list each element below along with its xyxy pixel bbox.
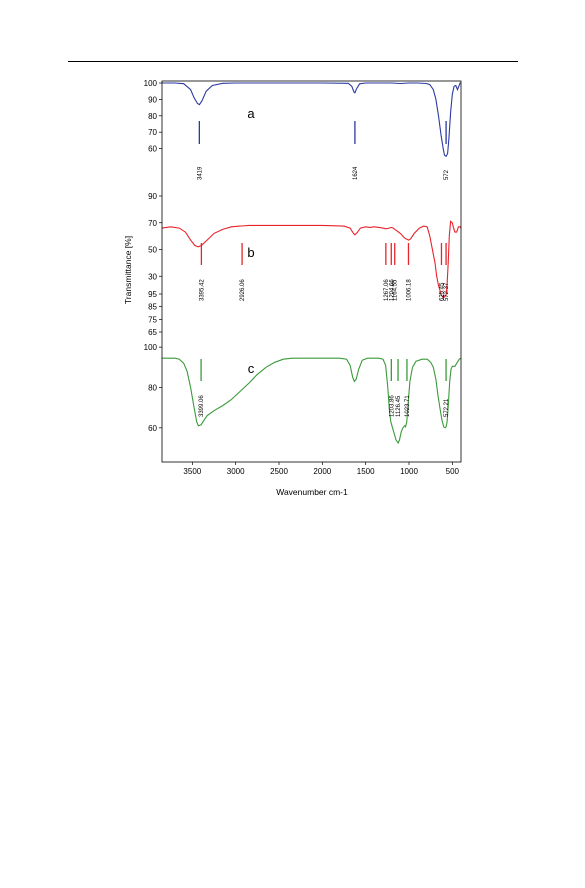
peak-label: 1203.86 — [389, 395, 395, 417]
y-tick-label: 90 — [148, 192, 157, 201]
y-tick-label: 75 — [148, 315, 157, 324]
y-tick-label: 50 — [148, 246, 157, 255]
y-axis-title: Transmittance [%] — [123, 236, 133, 304]
peak-label: 572.37 — [444, 282, 450, 301]
panel-a: a 3419 1624 572 — [162, 82, 461, 180]
x-tick-label: 1000 — [400, 467, 418, 476]
x-tick-label: 3500 — [183, 467, 201, 476]
y-tick-label: 60 — [148, 145, 157, 154]
y-tick-label: 85 — [148, 303, 157, 312]
peak-label: 625.45 — [440, 282, 446, 301]
peak-label: 572.21 — [444, 398, 450, 417]
peak-label: 1624 — [353, 166, 359, 180]
y-tick-label: 80 — [148, 383, 157, 392]
spectra-layer: a 3419 1624 572 b 3395.42 2926.06 1267.06 1204.6… — [161, 82, 462, 445]
peak-label: 572 — [444, 169, 450, 180]
peak-label: 2926.06 — [240, 279, 246, 301]
spectrum-line-a — [162, 82, 461, 158]
peak-label: 1006.18 — [407, 279, 413, 301]
y-tick-label: 70 — [148, 219, 157, 228]
x-axis-title: Wavenumber cm-1 — [276, 487, 348, 497]
peak-label: 1023.71 — [405, 395, 411, 417]
panel-c: c 3399.06 1203.86 1126.45 1023.71 572.21 — [162, 357, 462, 445]
y-tick-label: 30 — [148, 272, 157, 281]
peak-label: 3399.06 — [199, 395, 205, 417]
y-tick-label: 100 — [144, 343, 158, 352]
spectrum-line-b — [161, 220, 462, 299]
panel-letter-b: b — [247, 245, 254, 260]
page-top-rule — [68, 61, 518, 62]
panel-letter-a: a — [247, 106, 255, 121]
x-tick-label: 2500 — [270, 467, 288, 476]
spectrum-line-c — [162, 357, 462, 445]
peak-label: 1164.55 — [393, 279, 399, 301]
peak-label: 3419 — [197, 166, 203, 180]
x-tick-label: 3000 — [227, 467, 245, 476]
y-tick-label: 95 — [148, 290, 157, 299]
x-tick-label: 1500 — [357, 467, 375, 476]
axes-layer: 3500 3000 2500 2000 1500 1000 500 100 90 80 70 60 90… — [144, 79, 462, 476]
peak-label: 1204.66 — [389, 279, 395, 301]
x-tick-label: 500 — [446, 467, 460, 476]
plot-frame — [161, 80, 462, 463]
y-tick-label: 100 — [144, 79, 158, 88]
y-tick-label: 70 — [148, 128, 157, 137]
y-tick-label: 65 — [148, 328, 157, 337]
y-tick-label: 80 — [148, 112, 157, 121]
x-tick-label: 2000 — [313, 467, 331, 476]
peak-label: 3395.42 — [199, 279, 205, 301]
peak-label: 1126.45 — [396, 395, 402, 417]
panel-letter-c: c — [248, 361, 255, 376]
y-tick-label: 90 — [148, 95, 157, 104]
peak-label: 1267.06 — [384, 279, 390, 301]
y-tick-label: 60 — [148, 424, 157, 433]
